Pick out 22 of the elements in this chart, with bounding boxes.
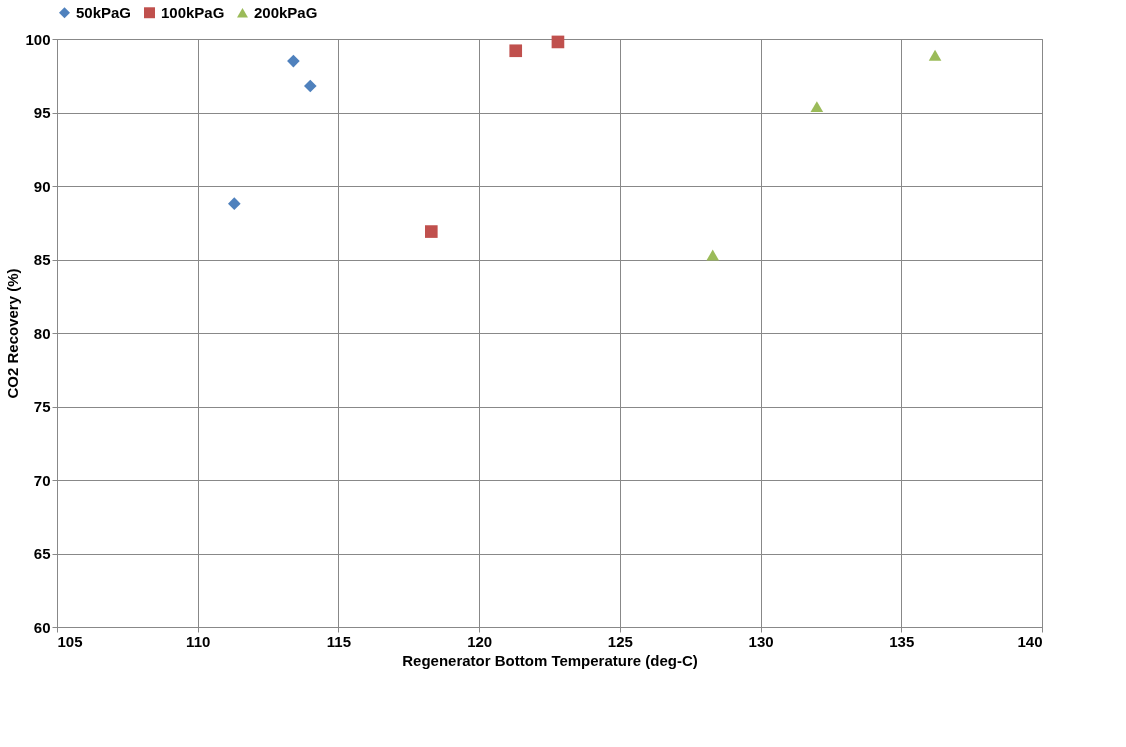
x-tick-label: 125 (607, 632, 633, 650)
legend-label: 200kPaG (254, 3, 318, 21)
y-tick-label: 75 (33, 398, 51, 415)
x-axis-title: Regenerator Bottom Temperature (deg-C) (402, 651, 698, 669)
x-tick-label: 110 (186, 632, 211, 650)
x-tick-label: 120 (467, 632, 493, 650)
y-tick-label: 65 (33, 545, 51, 562)
x-tick-label: 140 (1017, 632, 1043, 650)
legend-label: 100kPaG (161, 3, 225, 21)
y-tick-label: 90 (33, 177, 51, 195)
y-axis-title: CO2 Recovery (%) (4, 268, 22, 399)
y-tick-label: 95 (33, 104, 51, 121)
x-tick-label: 135 (889, 632, 915, 650)
x-tick-label: 115 (326, 632, 352, 650)
y-tick-label: 85 (33, 251, 51, 268)
y-tick-label: 100 (25, 30, 51, 48)
legend-label: 50kPaG (76, 3, 132, 21)
y-tick-label: 70 (33, 471, 51, 489)
y-tick-label: 60 (33, 618, 51, 636)
x-tick-label: 130 (748, 632, 774, 650)
y-tick-label: 80 (33, 324, 51, 342)
x-tick-label: 105 (57, 632, 83, 650)
